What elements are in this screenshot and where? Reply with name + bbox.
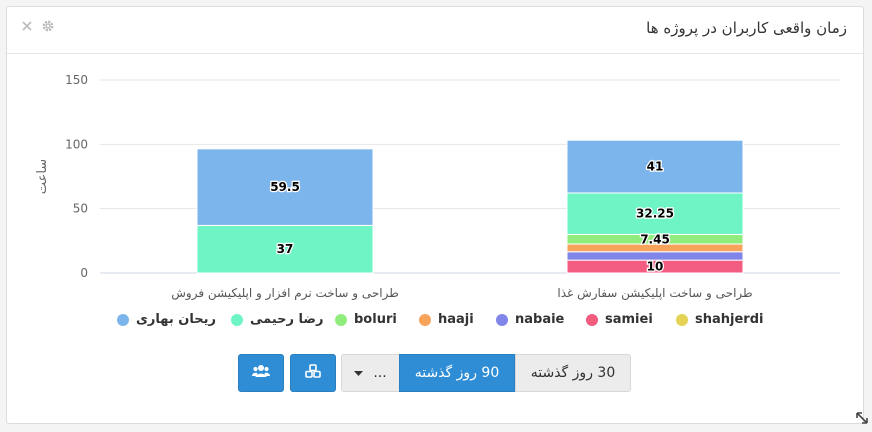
range-30-days-label: 30 روز گذشته (530, 365, 616, 381)
data-label-1-1: 32.25 (636, 207, 674, 221)
x-tick-label-1: طراحی و ساخت اپلیکیشن سفارش غذا (557, 286, 752, 301)
panel-title: زمان واقعی کاربران در پروژه ها (646, 19, 847, 37)
legend-swatch (586, 313, 598, 326)
data-label-0-1: 41 (647, 160, 664, 174)
range-90-days-button[interactable]: 90 روز گذشته (399, 354, 515, 392)
y-axis-label: ساعت (35, 159, 50, 194)
legend-label: samiei (605, 312, 653, 327)
projects-button[interactable] (290, 354, 336, 392)
legend-label: رضا رحیمی (250, 312, 324, 327)
y-tick-label-0: 0 (80, 266, 88, 280)
range-90-days-label: 90 روز گذشته (414, 365, 500, 381)
range-dropdown-button[interactable]: ... (341, 354, 400, 392)
data-label-2-1: 7.45 (640, 232, 670, 246)
caret-down-icon (354, 365, 364, 381)
legend-item-5[interactable]: samiei (586, 312, 653, 327)
data-label-1-0: 37 (277, 242, 294, 256)
legend-item-0[interactable]: ریحان بهاری (117, 312, 216, 327)
legend-label: shahjerdi (695, 312, 764, 327)
y-tick-label-3: 150 (65, 73, 88, 87)
legend-swatch (419, 313, 431, 326)
legend-item-6[interactable]: shahjerdi (676, 312, 763, 327)
close-icon[interactable] (21, 20, 33, 32)
legend-label: nabaie (515, 312, 565, 327)
panel-header: زمان واقعی کاربران در پروژه ها (7, 7, 863, 54)
legend-label: ریحان بهاری (136, 312, 216, 327)
x-tick-label-0: طراحی و ساخت نرم افزار و اپلیکیشن فروش (171, 286, 399, 301)
legend-item-2[interactable]: boluri (335, 312, 397, 327)
legend-swatch (231, 313, 243, 326)
legend-label: boluri (354, 312, 397, 327)
users-button[interactable] (238, 354, 284, 392)
legend-item-1[interactable]: رضا رحیمی (231, 312, 323, 327)
y-tick-label-1: 50 (73, 202, 88, 216)
cubes-icon (304, 364, 322, 382)
resize-icon[interactable] (854, 410, 870, 430)
bar-segment-0-1 (566, 139, 744, 194)
bar-segment-1-1 (566, 192, 744, 235)
legend-item-4[interactable]: nabaie (496, 312, 564, 327)
range-30-days-button[interactable]: 30 روز گذشته (515, 354, 631, 392)
users-icon (252, 364, 270, 382)
bar-segment-1-0 (196, 224, 374, 274)
y-tick-label-2: 100 (65, 137, 88, 151)
legend-swatch (496, 313, 508, 326)
data-label-0-0: 59.5 (270, 180, 300, 194)
range-dropdown-label: ... (373, 365, 387, 381)
legend-swatch (117, 313, 129, 326)
legend-item-3[interactable]: haaji (419, 312, 474, 327)
legend-label: haaji (438, 312, 474, 327)
data-label-5-1: 10 (647, 260, 664, 274)
bar-segment-0-0 (196, 148, 374, 226)
chart-legend: ریحان بهاری رضا رحیمی boluri haaji nabaie sam… (0, 312, 872, 334)
legend-swatch (335, 313, 347, 326)
legend-swatch (676, 313, 688, 326)
gear-icon[interactable] (41, 19, 55, 33)
